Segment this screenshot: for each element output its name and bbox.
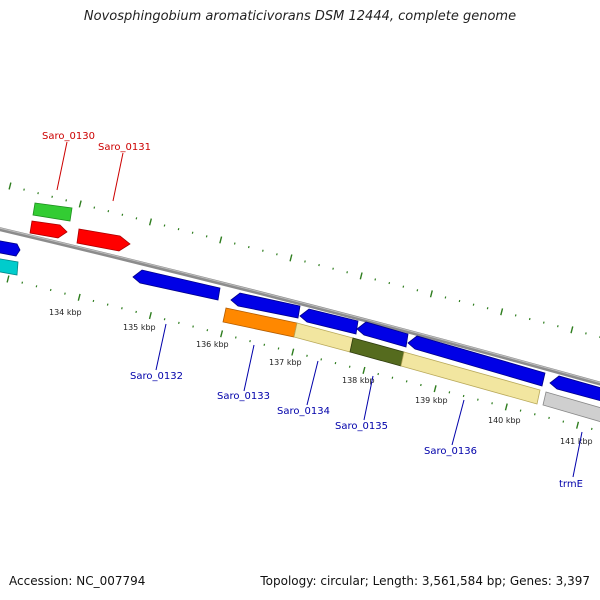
gene-label-saro-0136[interactable]: Saro_0136 [424, 446, 477, 457]
gene-label-saro-0134[interactable]: Saro_0134 [277, 406, 330, 417]
feature-grey[interactable] [542, 391, 600, 423]
topology-text: Topology: circular; Length: 3,561,584 bp… [260, 574, 590, 588]
gene-label-saro-0130[interactable]: Saro_0130 [42, 131, 95, 142]
scale-label: 139 kbp [415, 396, 448, 405]
gene-label-saro-0131[interactable]: Saro_0131 [98, 142, 151, 153]
major-tick [219, 236, 223, 244]
leader-saro-0131 [112, 152, 124, 202]
major-tick [291, 348, 295, 356]
inner-tick-track [6, 275, 593, 431]
label-leaders [56, 141, 583, 478]
leader-saro-0135 [363, 375, 374, 421]
leader-trme [572, 431, 583, 478]
feature-saro-0133-a[interactable] [230, 292, 301, 319]
forward-strand-features [0, 202, 131, 276]
major-tick [570, 326, 574, 334]
feature-left-blue-forward[interactable] [0, 240, 21, 257]
major-tick [8, 182, 12, 190]
major-tick [359, 272, 363, 280]
major-tick [433, 385, 437, 393]
major-tick [289, 254, 293, 262]
gene-label-saro-0133[interactable]: Saro_0133 [217, 391, 270, 402]
major-tick [362, 366, 366, 374]
major-tick [220, 330, 224, 338]
major-tick [77, 293, 81, 301]
gene-labels: Saro_0130 Saro_0131 Saro_0132 Saro_0133 … [42, 131, 583, 490]
feature-saro-0131[interactable] [76, 228, 131, 252]
reverse-strand-features [132, 269, 600, 423]
scale-label: 134 kbp [49, 308, 82, 317]
major-tick [504, 403, 508, 411]
feature-saro-0136[interactable] [407, 335, 546, 387]
scale-label: 136 kbp [196, 340, 229, 349]
major-tick [500, 308, 504, 316]
scale-labels: 134 kbp 135 kbp 136 kbp 137 kbp 138 kbp … [49, 308, 593, 446]
major-tick [148, 218, 153, 226]
gene-label-saro-0132[interactable]: Saro_0132 [130, 371, 183, 382]
leader-saro-0132 [155, 323, 167, 371]
feature-red-1[interactable] [29, 220, 68, 239]
feature-saro-0132[interactable] [132, 269, 221, 301]
gene-label-trme[interactable]: trmE [559, 479, 583, 490]
leader-saro-0130 [56, 141, 68, 191]
feature-trme[interactable] [549, 375, 600, 402]
map-title: Novosphingobium aromaticivorans DSM 1244… [83, 9, 517, 24]
feature-left-cyan[interactable] [0, 258, 19, 276]
scale-label: 140 kbp [488, 416, 521, 425]
major-tick [575, 421, 580, 429]
genome-backbone-highlight [0, 227, 600, 384]
major-tick [78, 200, 82, 208]
leader-saro-0134 [306, 360, 319, 406]
accession-text: Accession: NC_007794 [9, 574, 146, 588]
scale-label: 141 kbp [560, 437, 593, 446]
feature-saro-0135[interactable] [356, 321, 409, 348]
genome-backbone [0, 227, 600, 386]
feature-yellow-2[interactable] [400, 351, 541, 405]
leader-saro-0133 [243, 344, 255, 392]
outer-tick-track [8, 182, 600, 339]
major-tick [6, 275, 10, 283]
major-tick [429, 290, 433, 298]
leader-saro-0136 [451, 399, 465, 446]
scale-label: 135 kbp [123, 323, 156, 332]
major-tick [148, 311, 152, 320]
feature-saro-0134[interactable] [299, 308, 359, 335]
gene-label-saro-0135[interactable]: Saro_0135 [335, 421, 388, 432]
scale-label: 138 kbp [342, 376, 375, 385]
feature-saro-0130[interactable] [32, 202, 73, 222]
scale-label: 137 kbp [269, 358, 302, 367]
